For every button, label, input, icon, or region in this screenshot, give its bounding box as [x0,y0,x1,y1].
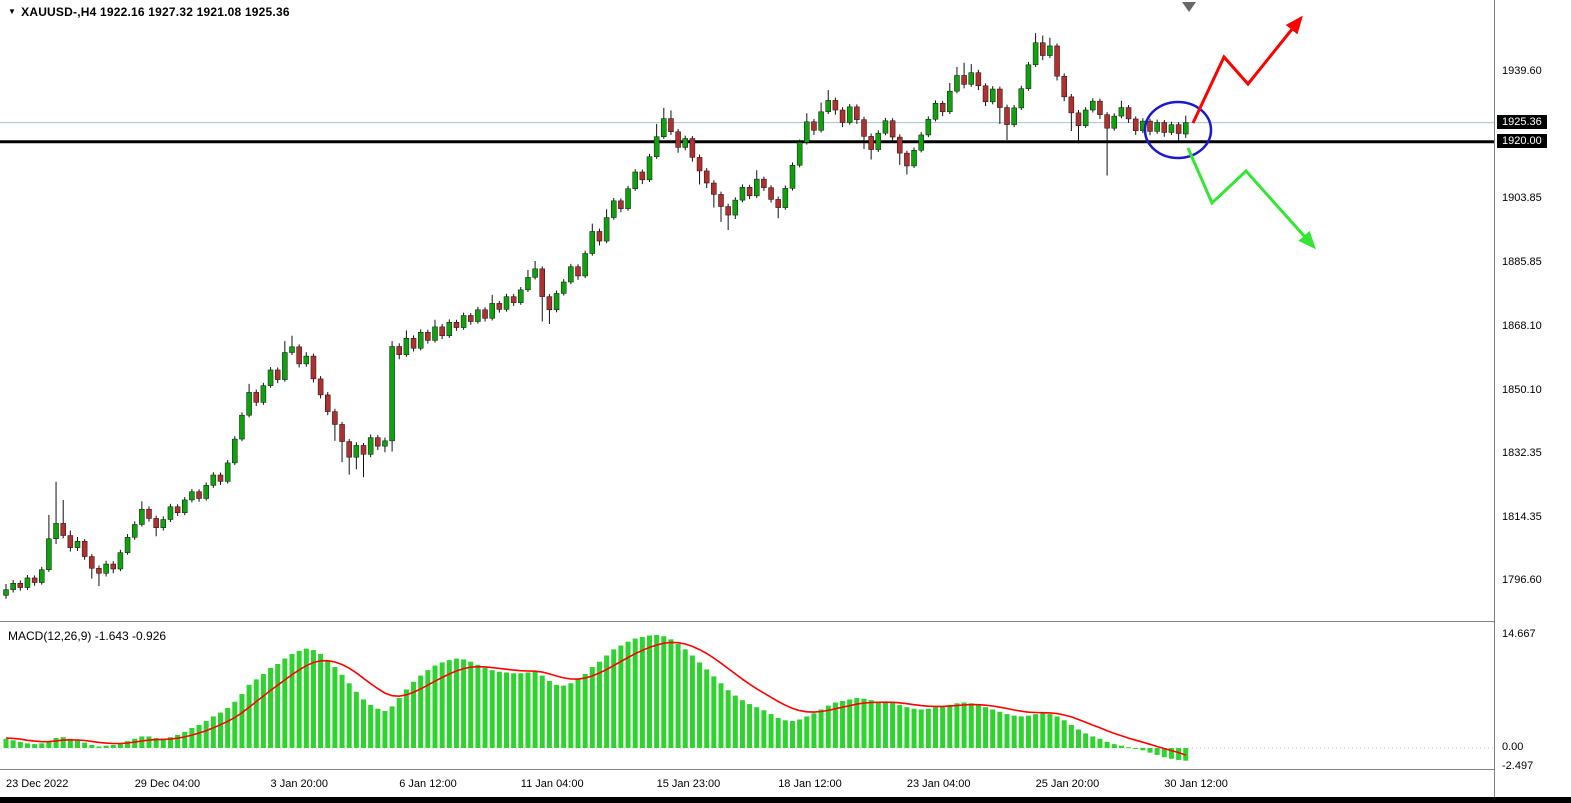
time-label: 23 Dec 2022 [6,778,69,790]
symbol-ohlc-header: ▼ XAUUSD-,H4 1922.16 1927.32 1921.08 1925… [8,5,290,19]
hline-price-chip: 1920.00 [1497,133,1547,148]
candles-group [3,33,1189,599]
time-label: 11 Jan 04:00 [520,778,584,790]
bearish-scenario-arrow[interactable] [1186,147,1317,250]
price-label: 1796.60 [1502,574,1542,587]
macd-indicator-label: MACD(12,26,9) -1.643 -0.926 [8,629,167,643]
price-label: 1868.10 [1502,319,1542,332]
price-label: 1885.85 [1502,256,1542,269]
macd-scale-label: -2.497 [1502,760,1534,773]
macd-scale-label: 0.00 [1502,740,1524,753]
bullish-scenario-arrow[interactable] [1191,15,1303,124]
price-chart-canvas[interactable] [0,0,1494,621]
macd-signal-line [5,641,1187,756]
time-label: 30 Jan 12:00 [1164,778,1228,790]
time-label: 3 Jan 20:00 [270,778,329,790]
price-axis[interactable]: 1939.60 1903.85 1885.85 1868.10 1850.10 1832.… [1494,0,1571,797]
price-label: 1814.35 [1502,510,1542,523]
macd-panel-canvas[interactable] [0,623,1494,769]
bid-price-chip: 1925.36 [1497,114,1547,129]
macd-timeaxis-divider [0,769,1571,770]
symbol-dropdown-icon[interactable]: ▼ [8,7,17,16]
highlight-circle[interactable] [1143,100,1213,160]
price-label: 1832.35 [1502,446,1542,459]
price-label: 1850.10 [1502,383,1542,396]
time-label: 15 Jan 23:00 [656,778,721,790]
time-label: 29 Dec 04:00 [134,778,201,790]
symbol-ohlc-text: XAUUSD-,H4 1922.16 1927.32 1921.08 1925.… [21,5,290,19]
macd-scale-label: 14.667 [1502,627,1536,640]
chart-macd-divider[interactable] [0,621,1571,622]
time-label: 18 Jan 12:00 [778,778,842,790]
price-label: 1939.60 [1502,64,1542,77]
time-label: 23 Jan 04:00 [906,778,971,790]
time-axis[interactable]: 23 Dec 2022 29 Dec 04:00 3 Jan 20:00 6 Jan … [0,771,1494,797]
macd-histogram-group [3,634,1189,761]
price-label: 1903.85 [1502,192,1542,205]
time-label: 25 Jan 20:00 [1035,778,1100,790]
time-label: 6 Jan 12:00 [399,778,457,790]
window-bottom-edge [0,797,1571,803]
chart-shift-marker[interactable] [1182,2,1196,12]
